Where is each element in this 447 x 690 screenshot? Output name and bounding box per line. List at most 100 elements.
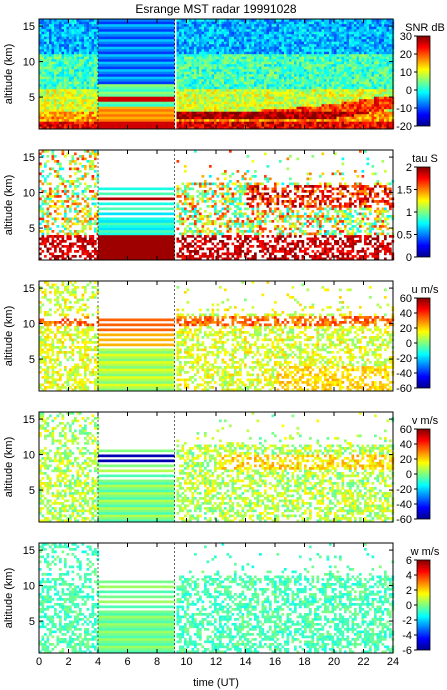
heatmap-cell [176, 116, 180, 120]
heatmap-cell [41, 26, 45, 30]
heatmap-cell [211, 104, 215, 107]
heatmap-cell [81, 91, 85, 95]
heatmap-cell [264, 66, 267, 70]
heatmap-cell [254, 86, 257, 90]
heatmap-cell [349, 21, 352, 25]
heatmap-cell [211, 46, 215, 50]
heatmap-cell [381, 114, 385, 117]
heatmap-cell [259, 114, 262, 117]
heatmap-cell [64, 54, 67, 57]
heatmap-cell [179, 96, 182, 100]
heatmap-cell [374, 86, 377, 90]
heatmap-cell [66, 106, 70, 110]
heatmap-cell [56, 66, 60, 70]
heatmap-cell [221, 94, 225, 97]
heatmap-cell [86, 66, 90, 70]
heatmap-cell [236, 86, 240, 90]
heatmap-cell [201, 24, 205, 27]
heatmap-cell [244, 59, 247, 62]
heatmap-cell [269, 51, 272, 55]
heatmap-cell [94, 19, 97, 22]
heatmap-cell [49, 106, 52, 110]
heatmap-cell [289, 84, 292, 87]
heatmap-cell [304, 46, 307, 50]
heatmap-cell [89, 106, 92, 110]
heatmap-cell [371, 121, 375, 125]
heatmap-cell [341, 74, 345, 77]
heatmap-cell [71, 44, 75, 47]
heatmap-cell [281, 56, 285, 60]
heatmap-cell [64, 46, 67, 50]
heatmap-cell [204, 46, 207, 50]
heatmap-cell [369, 104, 372, 107]
heatmap-cell [386, 111, 390, 115]
heatmap-cell [369, 31, 372, 35]
heatmap-cell [224, 106, 227, 110]
heatmap-cell [269, 101, 272, 105]
heatmap-cell [369, 109, 372, 112]
heatmap-cell [61, 49, 65, 52]
heatmap-cell [189, 66, 192, 70]
heatmap-cell [311, 41, 315, 45]
heatmap-cell [361, 114, 365, 117]
heatmap-cell [211, 79, 215, 82]
heatmap-cell [51, 89, 55, 92]
heatmap-cell [179, 49, 182, 52]
heatmap-cell [364, 109, 367, 112]
heatmap-cell [249, 46, 252, 50]
heatmap-cell [274, 101, 277, 105]
gap-band [98, 126, 175, 130]
heatmap-cell [301, 94, 305, 97]
heatmap-cell [211, 56, 215, 60]
heatmap-cell [191, 99, 195, 102]
heatmap-cell [284, 99, 287, 102]
heatmap-cell [94, 49, 97, 52]
heatmap-cell [186, 84, 190, 87]
heatmap-cell [306, 34, 310, 37]
heatmap-cell [69, 84, 72, 87]
heatmap-cell [354, 64, 357, 67]
heatmap-cell [356, 116, 360, 120]
heatmap-cell [229, 31, 232, 35]
heatmap-cell [231, 94, 235, 97]
heatmap-cell [189, 114, 192, 117]
heatmap-cell [354, 124, 357, 127]
heatmap-cell [51, 26, 55, 30]
heatmap-cell [299, 96, 302, 100]
heatmap-cell [329, 36, 332, 40]
heatmap-cell [239, 69, 242, 72]
heatmap-cell [261, 89, 265, 92]
heatmap-cell [269, 59, 272, 62]
heatmap-cell [304, 51, 307, 55]
heatmap-cell [311, 89, 315, 92]
heatmap-cell [311, 34, 315, 37]
heatmap-cell [364, 76, 367, 80]
heatmap-cell [319, 64, 322, 67]
heatmap-cell [89, 96, 92, 100]
heatmap-cell [241, 49, 245, 52]
heatmap-cell [299, 101, 302, 105]
heatmap-cell [191, 29, 195, 32]
heatmap-cell [69, 39, 72, 42]
heatmap-cell [84, 106, 87, 110]
heatmap-cell [291, 109, 295, 112]
heatmap-cell [196, 101, 200, 105]
heatmap-cell [76, 101, 80, 105]
heatmap-cell [221, 101, 225, 105]
heatmap-cell [259, 54, 262, 57]
heatmap-cell [269, 96, 272, 100]
heatmap-cell [61, 81, 65, 85]
heatmap-cell [226, 64, 230, 67]
heatmap-cell [191, 56, 195, 60]
heatmap-cell [386, 104, 390, 107]
heatmap-cell [359, 114, 362, 117]
heatmap-cell [199, 31, 202, 35]
heatmap-cell [259, 51, 262, 55]
heatmap-cell [56, 84, 60, 87]
heatmap-cell [69, 46, 72, 50]
heatmap-cell [236, 91, 240, 95]
heatmap-cell [346, 24, 350, 27]
heatmap-cell [79, 61, 82, 65]
heatmap-cell [76, 46, 80, 50]
heatmap-cell [346, 96, 350, 100]
